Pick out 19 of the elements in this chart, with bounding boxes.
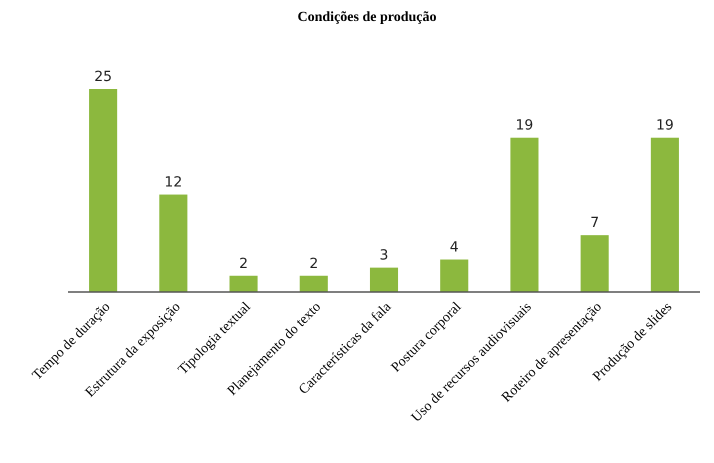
- bar: [159, 194, 188, 292]
- data-label: 3: [380, 248, 388, 264]
- data-label: 12: [164, 174, 182, 191]
- data-label: 7: [590, 215, 600, 232]
- bar: [580, 235, 609, 292]
- bar: [440, 260, 468, 292]
- data-label: 2: [239, 256, 248, 272]
- data-label: 4: [450, 240, 459, 256]
- bar: [230, 276, 258, 292]
- chart-title: Condições de produção: [298, 10, 436, 25]
- data-label: 19: [516, 118, 534, 134]
- bar: [300, 276, 328, 292]
- bar: [89, 89, 118, 292]
- data-label: 2: [309, 256, 318, 272]
- data-label: 19: [656, 118, 674, 134]
- bar: [370, 268, 398, 292]
- bar: [510, 138, 538, 292]
- data-label: 25: [94, 69, 112, 85]
- bar: [650, 138, 679, 292]
